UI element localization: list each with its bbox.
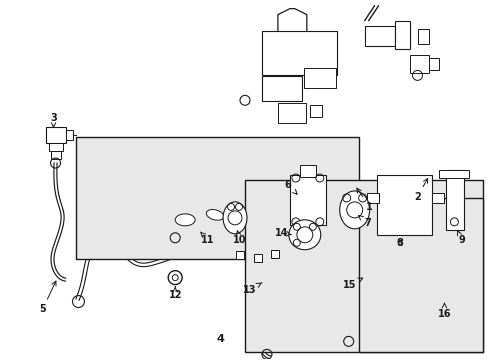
Text: 7: 7 bbox=[358, 216, 370, 228]
Text: 2: 2 bbox=[413, 179, 427, 202]
Text: 10: 10 bbox=[233, 231, 246, 245]
Bar bbox=[65, 130, 73, 140]
Bar bbox=[244, 180, 483, 352]
Bar bbox=[262, 76, 301, 101]
Bar bbox=[364, 26, 394, 45]
Text: 9: 9 bbox=[456, 231, 464, 245]
Bar bbox=[303, 68, 335, 88]
Bar bbox=[299, 165, 315, 177]
Text: 8: 8 bbox=[395, 238, 402, 248]
Text: 16: 16 bbox=[437, 303, 450, 319]
Ellipse shape bbox=[339, 191, 369, 229]
Text: 5: 5 bbox=[39, 281, 56, 315]
Bar bbox=[366, 193, 378, 203]
Text: 14: 14 bbox=[275, 228, 291, 238]
Text: 6: 6 bbox=[284, 180, 297, 194]
Bar bbox=[428, 58, 439, 71]
Text: 12: 12 bbox=[168, 287, 182, 300]
Text: 13: 13 bbox=[243, 283, 262, 294]
Bar bbox=[50, 151, 61, 159]
Text: 15: 15 bbox=[342, 278, 362, 289]
Text: 1: 1 bbox=[356, 188, 372, 212]
Bar bbox=[45, 127, 65, 143]
Bar bbox=[277, 103, 305, 123]
Bar bbox=[358, 198, 483, 352]
Bar bbox=[376, 175, 431, 235]
Bar bbox=[236, 251, 244, 259]
Text: 4: 4 bbox=[216, 334, 224, 345]
Text: 3: 3 bbox=[50, 113, 57, 127]
Bar bbox=[76, 137, 358, 259]
Bar bbox=[309, 105, 321, 117]
Bar bbox=[270, 250, 278, 258]
Ellipse shape bbox=[288, 220, 320, 250]
Ellipse shape bbox=[175, 214, 195, 226]
Bar bbox=[289, 175, 325, 225]
Bar bbox=[394, 21, 408, 49]
Bar bbox=[408, 55, 428, 73]
Bar bbox=[253, 254, 262, 262]
Text: 11: 11 bbox=[200, 232, 214, 245]
Bar bbox=[262, 31, 336, 75]
Bar bbox=[439, 170, 468, 178]
Ellipse shape bbox=[223, 202, 246, 234]
Bar bbox=[48, 143, 62, 151]
Bar bbox=[446, 170, 464, 230]
Ellipse shape bbox=[206, 210, 224, 220]
Bar bbox=[431, 193, 444, 203]
Bar bbox=[417, 28, 428, 44]
